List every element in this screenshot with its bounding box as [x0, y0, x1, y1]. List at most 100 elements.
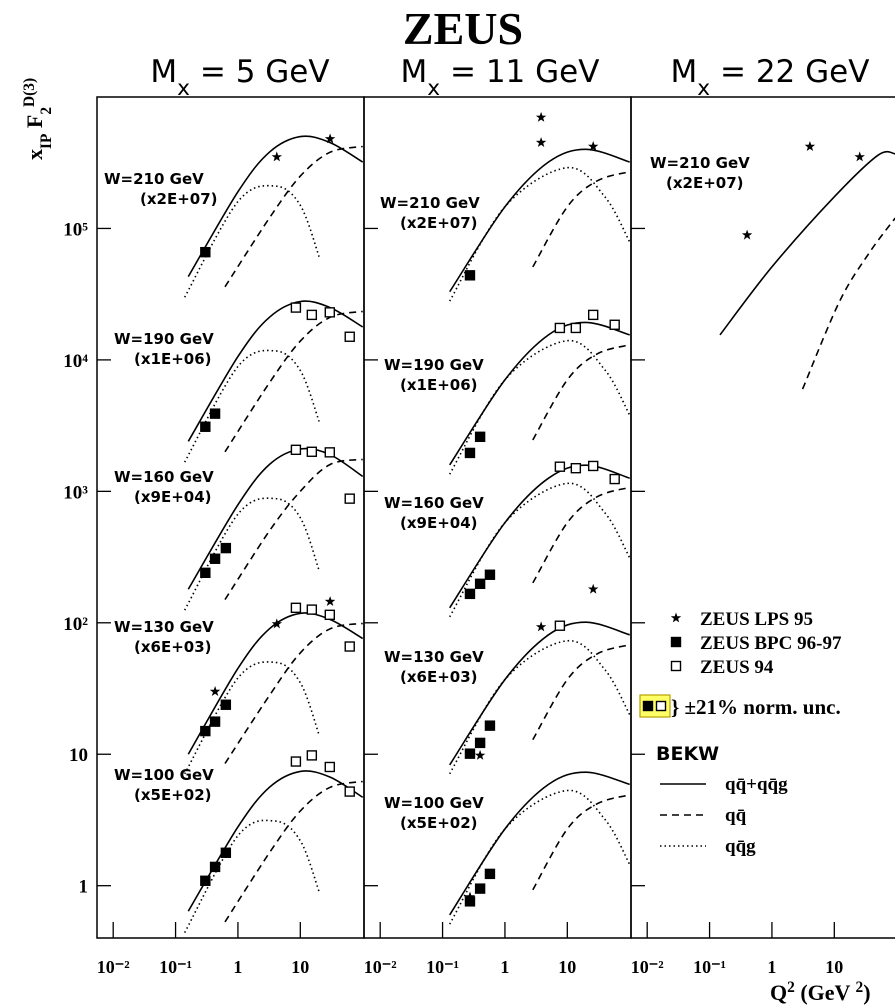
star-marker	[670, 612, 682, 623]
open-square-marker	[554, 322, 566, 334]
open-square-marker	[570, 322, 582, 334]
open-square-marker	[324, 609, 335, 621]
filled-square-marker	[474, 883, 486, 894]
filled-square-marker	[474, 431, 486, 442]
star-marker	[271, 618, 282, 629]
filled-square-marker	[209, 408, 221, 419]
x-axis-label-part: (GeV	[795, 980, 856, 1005]
bin-label: W=130 GeV	[384, 648, 484, 666]
open-square-marker	[344, 331, 355, 342]
bin-scale: (x6E+03)	[134, 638, 212, 656]
star-marker	[588, 141, 599, 151]
star-marker	[535, 137, 547, 147]
x-axis-label-part: 2	[787, 979, 795, 996]
model-curve	[187, 447, 364, 590]
open-square-marker	[587, 309, 599, 321]
bin-label: W=210 GeV	[380, 194, 480, 212]
model-curve	[184, 661, 320, 775]
open-square-marker	[344, 786, 355, 797]
star-marker	[209, 686, 221, 696]
open-square-marker	[324, 307, 335, 318]
open-square-marker	[290, 302, 302, 313]
y-tick-label: 10	[69, 745, 88, 766]
open-square-marker	[290, 444, 302, 456]
norm-label: } ±21% norm. unc.	[671, 695, 841, 719]
bin-scale: (x2E+07)	[400, 214, 478, 232]
star-marker	[804, 141, 816, 151]
model-curve	[187, 135, 364, 278]
star-marker	[474, 749, 486, 760]
star-marker	[535, 111, 547, 122]
x-tick-label: 10⁻²	[631, 957, 664, 977]
open-square-marker	[570, 462, 582, 474]
y-axis-label-part: x	[22, 149, 47, 160]
filled-square-marker	[220, 699, 232, 710]
panel-title: Mx = 11 GeV	[401, 54, 600, 101]
bin-label: W=160 GeV	[384, 494, 484, 512]
model-curve	[532, 344, 630, 441]
panel-data	[719, 141, 895, 390]
panel-title-part: M	[150, 54, 177, 90]
star-marker	[324, 133, 336, 144]
model-curve	[449, 166, 631, 302]
filled-square-marker	[209, 553, 221, 564]
bin-scale: (x1E+06)	[134, 350, 212, 368]
x-tick-label: 10	[558, 957, 576, 977]
legend-label: ZEUS BPC 96-97	[700, 633, 842, 654]
bin-scale: (x2E+07)	[666, 174, 744, 192]
model-curve	[449, 148, 630, 293]
open-square-marker	[324, 447, 335, 458]
star-marker	[464, 891, 476, 902]
star-marker	[535, 621, 547, 632]
bin-scale: (x2E+07)	[140, 190, 218, 208]
open-square-marker	[554, 461, 566, 472]
model-curve	[532, 170, 630, 268]
filled-square-marker	[209, 861, 221, 873]
model-curve	[532, 794, 630, 891]
panel-title-part: = 22 GeV	[710, 54, 869, 90]
panel-title-part: x	[177, 76, 190, 101]
bin-scale: (x1E+06)	[400, 376, 478, 394]
y-tick-label: 1	[79, 877, 89, 898]
x-tick-label: 10⁻¹	[159, 957, 192, 977]
open-square-marker	[587, 460, 599, 472]
model-curve	[224, 780, 363, 923]
open-square-marker	[344, 493, 355, 504]
legend-heading: BEKW	[656, 743, 719, 765]
model-curve	[183, 819, 320, 933]
model-curve	[532, 644, 630, 741]
bin-label: W=190 GeV	[384, 356, 484, 374]
filled-square-marker	[200, 421, 211, 432]
open-square-marker	[344, 641, 355, 652]
bin-label: W=160 GeV	[114, 468, 214, 486]
star-marker	[324, 596, 336, 606]
filled-square-marker	[484, 569, 496, 580]
filled-square-marker	[670, 636, 682, 648]
panel-title-part: x	[697, 76, 710, 101]
filled-square-marker	[200, 725, 211, 737]
model-curve	[224, 310, 363, 453]
model-curve	[449, 771, 630, 916]
bin-label: W=210 GeV	[650, 154, 750, 172]
open-square-marker	[655, 700, 667, 712]
y-tick-label: 10³	[63, 482, 88, 503]
open-square-marker	[670, 660, 682, 672]
model-curve	[224, 145, 363, 288]
star-marker	[271, 151, 282, 162]
x-tick-label: 10	[291, 957, 309, 977]
model-curve	[187, 770, 364, 912]
filled-square-marker	[464, 447, 476, 459]
y-axis-label: xIP F2D(3)	[21, 78, 55, 160]
bin-label: W=190 GeV	[114, 330, 214, 348]
model-curve	[187, 612, 364, 755]
panel-title-part: x	[427, 76, 440, 101]
x-tick-label: 1	[500, 957, 509, 977]
y-axis-label-part: IP	[38, 134, 55, 149]
star-marker	[588, 583, 599, 594]
open-square-marker	[306, 446, 318, 457]
legend-label: ZEUS LPS 95	[700, 609, 813, 630]
filled-square-marker	[200, 246, 211, 258]
panel-title: Mx = 22 GeV	[671, 54, 870, 101]
bin-scale: (x6E+03)	[400, 668, 478, 686]
